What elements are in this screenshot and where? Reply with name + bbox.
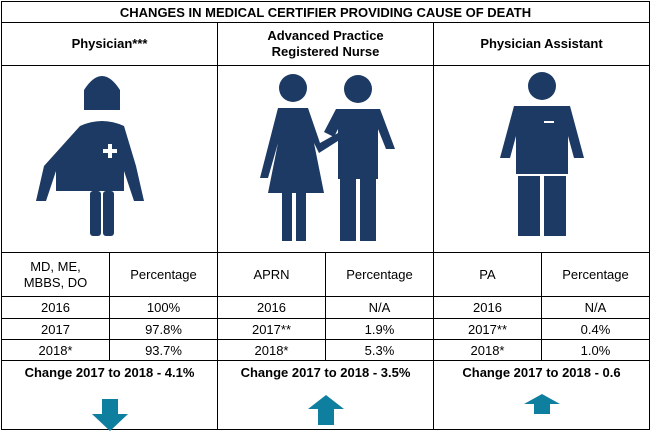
percentage-cell: 97.8%: [109, 318, 218, 340]
arrow-up-icon: [307, 395, 344, 425]
change-aprn: Change 2017 to 2018 - 3.5%: [217, 360, 434, 430]
year-cell: 2016: [433, 296, 542, 319]
year-cell: 2017: [1, 318, 110, 340]
percentage-header: Percentage: [109, 252, 218, 297]
heading-aprn: Advanced Practice Registered Nurse: [217, 22, 434, 66]
year-cell: 2017**: [433, 318, 542, 340]
percentage-cell: 93.7%: [109, 339, 218, 361]
type-header: PA: [433, 252, 542, 297]
type-header: APRN: [217, 252, 326, 297]
change-pa: Change 2017 to 2018 - 0.6: [433, 360, 650, 430]
pa-cell: [433, 65, 650, 253]
physician-icon: [36, 76, 144, 236]
physician-cell: [1, 65, 218, 253]
year-cell: 2017**: [217, 318, 326, 340]
arrow-down-icon: [91, 399, 128, 431]
year-cell: 2018*: [1, 339, 110, 361]
change-physician: Change 2017 to 2018 - 4.1%: [1, 360, 218, 431]
year-cell: 2018*: [217, 339, 326, 361]
percentage-cell: 1.0%: [541, 339, 650, 361]
change-text: Change 2017 to 2018 - 0.6: [462, 365, 621, 380]
year-cell: 2016: [217, 296, 326, 319]
percentage-cell: 0.4%: [541, 318, 650, 340]
type-header: MD, ME, MBBS, DO: [1, 252, 110, 297]
change-text: Change 2017 to 2018 - 4.1%: [24, 365, 195, 380]
heading-aprn-line1: Advanced Practice: [267, 28, 384, 43]
heading-pa: Physician Assistant: [433, 22, 650, 66]
physician-assistant-icon: [500, 72, 584, 236]
percentage-cell: 5.3%: [325, 339, 434, 361]
heading-aprn-line2: Registered Nurse: [271, 44, 380, 59]
percentage-header: Percentage: [541, 252, 650, 297]
nurse-patient-icon: [260, 74, 395, 241]
aprn-cell: [217, 65, 434, 253]
percentage-cell: N/A: [325, 296, 434, 319]
table-title: CHANGES IN MEDICAL CERTIFIER PROVIDING C…: [1, 1, 650, 23]
percentage-cell: 100%: [109, 296, 218, 319]
percentage-header: Percentage: [325, 252, 434, 297]
arrow-up-icon: [523, 394, 560, 414]
year-cell: 2016: [1, 296, 110, 319]
year-cell: 2018*: [433, 339, 542, 361]
change-text: Change 2017 to 2018 - 3.5%: [240, 365, 411, 380]
percentage-cell: N/A: [541, 296, 650, 319]
heading-physician: Physician***: [1, 22, 218, 66]
percentage-cell: 1.9%: [325, 318, 434, 340]
